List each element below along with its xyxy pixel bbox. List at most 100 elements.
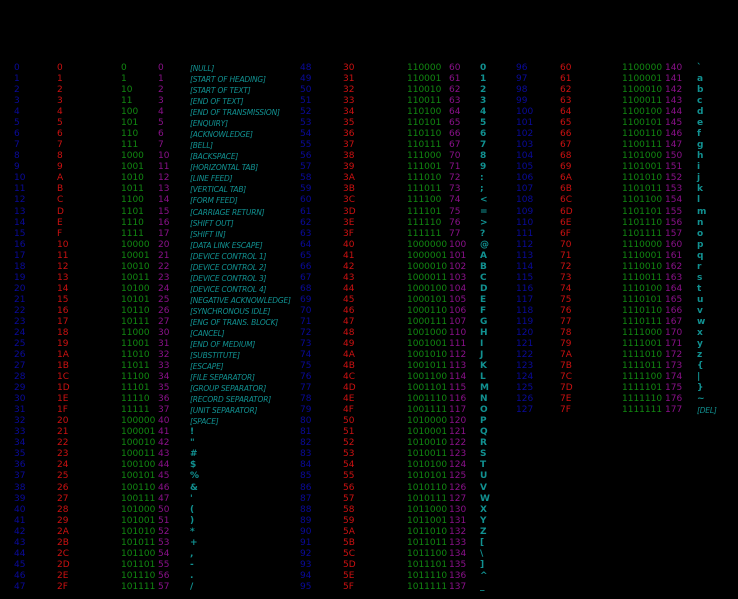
character-cell: # <box>190 449 198 460</box>
hex-cell: 3E <box>343 217 355 228</box>
decimal-cell: 54 <box>300 129 312 140</box>
table-row: 110 6E 1101110 156 n <box>0 218 738 229</box>
character-cell: ] <box>480 559 485 570</box>
binary-cell: 1110110 <box>622 305 663 316</box>
decimal-cell: 85 <box>300 471 312 482</box>
hex-cell: 28 <box>57 504 69 515</box>
hex-cell: 24 <box>57 460 69 471</box>
octal-cell: 125 <box>449 471 467 482</box>
table-row: 86 56 1010110 126 V <box>0 483 738 494</box>
character-cell: s <box>697 272 703 283</box>
character-cell: O <box>480 405 488 416</box>
table-row: 12 C 1100 14 [FORM FEED] <box>0 195 738 206</box>
character-cell: ; <box>480 184 484 195</box>
octal-cell: 40 <box>158 416 170 427</box>
character-cell: [DEVICE CONTROL 1] <box>190 251 267 261</box>
binary-cell: 0 <box>121 63 127 73</box>
table-row: 15 F 1111 17 [SHIFT IN] <box>0 229 738 240</box>
character-cell: [HORIZONTAL TAB] <box>190 163 259 173</box>
character-cell: p <box>697 239 704 250</box>
hex-cell: 2E <box>57 570 69 581</box>
hex-cell: 70 <box>560 239 572 250</box>
hex-cell: 3 <box>57 96 63 107</box>
decimal-cell: 125 <box>516 383 534 394</box>
table-row: 88 58 1011000 130 X <box>0 505 738 516</box>
octal-cell: 172 <box>665 350 683 361</box>
octal-cell: 105 <box>449 294 467 305</box>
table-row: 95 5F 1011111 137 _ <box>0 582 738 593</box>
hex-cell: 3F <box>343 228 354 239</box>
binary-cell: 1111010 <box>622 350 663 361</box>
binary-cell: 101010 <box>121 526 156 537</box>
table-row: 29 1D 11101 35 [GROUP SEPARATOR] <box>0 383 738 394</box>
hex-cell: 25 <box>57 471 69 482</box>
decimal-cell: 110 <box>516 217 534 228</box>
decimal-cell: 79 <box>300 405 312 416</box>
hex-cell: 16 <box>57 305 69 316</box>
hex-cell: 61 <box>560 74 572 85</box>
table-row: 47 2F 101111 57 / <box>0 582 738 593</box>
binary-cell: 1011010 <box>407 526 448 537</box>
octal-cell: 142 <box>665 85 683 96</box>
octal-cell: 11 <box>158 162 170 173</box>
character-cell: 5 <box>480 118 487 129</box>
binary-cell: 101011 <box>121 537 156 548</box>
character-cell: D <box>480 283 488 294</box>
character-cell: x <box>697 327 703 338</box>
table-row: 66 42 1000010 102 B <box>0 262 738 273</box>
decimal-cell: 87 <box>300 493 312 504</box>
hex-cell: 32 <box>343 85 355 96</box>
table-row: 45 2D 101101 55 - <box>0 560 738 571</box>
octal-cell: 27 <box>158 316 170 327</box>
table-row: 126 7E 1111110 176 ~ <box>0 394 738 405</box>
binary-cell: 101000 <box>121 504 156 515</box>
table-row: 14 E 1110 16 [SHIFT OUT] <box>0 218 738 229</box>
character-cell: ) <box>190 515 195 526</box>
table-row: 75 4B 1001011 113 K <box>0 361 738 372</box>
octal-cell: 136 <box>449 570 467 581</box>
character-cell: [SUBSTITUTE] <box>190 351 240 361</box>
octal-cell: 5 <box>158 118 164 129</box>
hex-cell: C <box>57 195 64 206</box>
binary-cell: 1101110 <box>622 217 663 228</box>
binary-cell: 110010 <box>407 85 442 96</box>
character-cell: [LINE FEED] <box>190 174 233 184</box>
octal-cell: 25 <box>158 294 170 305</box>
hex-cell: 47 <box>343 316 355 327</box>
binary-cell: 1101101 <box>622 206 663 217</box>
hex-cell: 4B <box>343 361 355 372</box>
octal-cell: 60 <box>449 63 461 73</box>
character-cell: \ <box>480 548 484 559</box>
decimal-cell: 13 <box>14 206 26 217</box>
table-row: 37 25 100101 45% <box>0 471 738 482</box>
hex-cell: 6 <box>57 129 63 140</box>
table-row: 80 50 1010000 120 P <box>0 416 738 427</box>
decimal-cell: 5 <box>14 118 20 129</box>
character-cell: R <box>480 438 487 449</box>
decimal-cell: 124 <box>516 372 534 383</box>
binary-cell: 1101 <box>121 206 144 217</box>
decimal-cell: 14 <box>14 217 26 228</box>
table-row: 56 38 111000 70 8 <box>0 151 738 162</box>
binary-cell: 110000 <box>407 63 442 73</box>
decimal-cell: 51 <box>300 96 312 107</box>
table-row: 63 3F 111111 77? <box>0 229 738 240</box>
decimal-cell: 24 <box>14 327 26 338</box>
table-row: 25 19 11001 31 [END OF MEDIUM] <box>0 339 738 350</box>
decimal-cell: 97 <box>516 74 528 85</box>
table-row: 91 5B 1011011 133 [ <box>0 538 738 549</box>
hex-cell: 12 <box>57 261 69 272</box>
octal-cell: 155 <box>665 206 683 217</box>
hex-cell: 39 <box>343 162 355 173</box>
decimal-cell: 66 <box>300 261 312 272</box>
character-cell: b <box>697 85 704 96</box>
binary-cell: 100010 <box>121 438 156 449</box>
octal-cell: 101 <box>449 250 467 261</box>
decimal-cell: 61 <box>300 206 312 217</box>
decimal-cell: 118 <box>516 305 534 316</box>
table-row: 11 B 1011 13 [VERTICAL TAB] <box>0 184 738 195</box>
binary-cell: 11 <box>121 96 133 107</box>
binary-cell: 111101 <box>407 206 442 217</box>
character-cell: ! <box>190 427 195 438</box>
character-cell: n <box>697 217 704 228</box>
